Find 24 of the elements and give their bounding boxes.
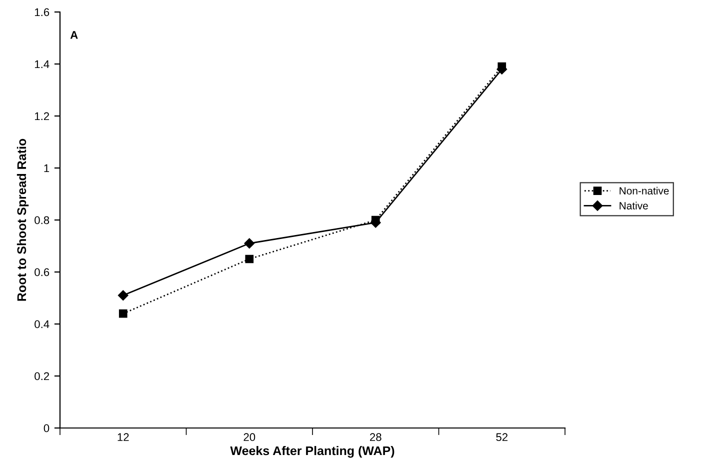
annotation: A [70,31,78,39]
point [245,254,254,264]
point [118,309,128,318]
point [498,62,506,71]
y-tick-label: 1.4 [34,60,50,68]
x-tick-label: 20 [244,433,256,442]
y-tick-label: 1.2 [34,112,50,120]
y-tick-label: 0.8 [34,216,50,224]
y-tick-label: 1.6 [34,8,50,16]
y-tick-label: 0.4 [34,320,50,328]
legend-label: Native [620,202,648,210]
point [244,238,254,249]
x-tick-label: 52 [496,433,508,442]
y-tick-label: 1 [44,164,50,172]
y-tick-label: 0.6 [34,268,50,276]
y-tick-label: 0.2 [34,372,50,380]
point [118,290,128,301]
y-tick-label: 0 [44,424,50,432]
point [371,216,380,224]
y-axis-title: Root to Shoot Spread Ratio [16,138,29,301]
x-tick-label: 12 [118,433,129,441]
legend-label: Non-native [620,186,669,195]
x-axis-title: Weeks After Planting (WAP) [230,446,394,458]
x-tick-label: 28 [370,433,382,442]
